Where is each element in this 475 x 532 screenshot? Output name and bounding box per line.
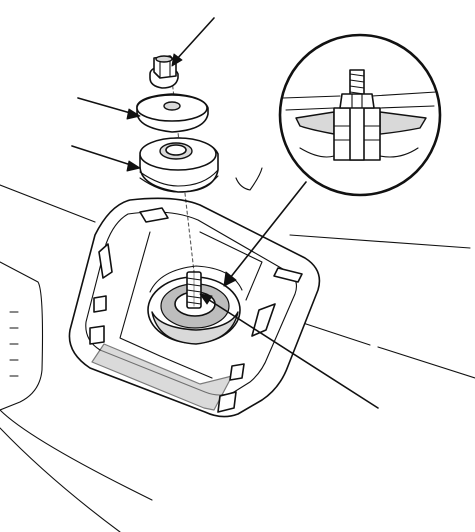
threaded-stud-icon bbox=[186, 269, 202, 309]
rubber-bushing-icon bbox=[139, 137, 219, 193]
leader-arrow-detail bbox=[223, 181, 307, 287]
flange-nut-icon bbox=[149, 55, 179, 89]
leader-arrow-washer bbox=[77, 97, 141, 120]
body-panel-lines bbox=[0, 167, 475, 532]
leader-arrow-bushing bbox=[71, 145, 141, 172]
leader-arrow-nut bbox=[171, 17, 215, 67]
washer-icon bbox=[136, 93, 209, 133]
detail-magnifier-icon bbox=[278, 33, 442, 197]
leader-arrow-stud bbox=[199, 293, 379, 409]
